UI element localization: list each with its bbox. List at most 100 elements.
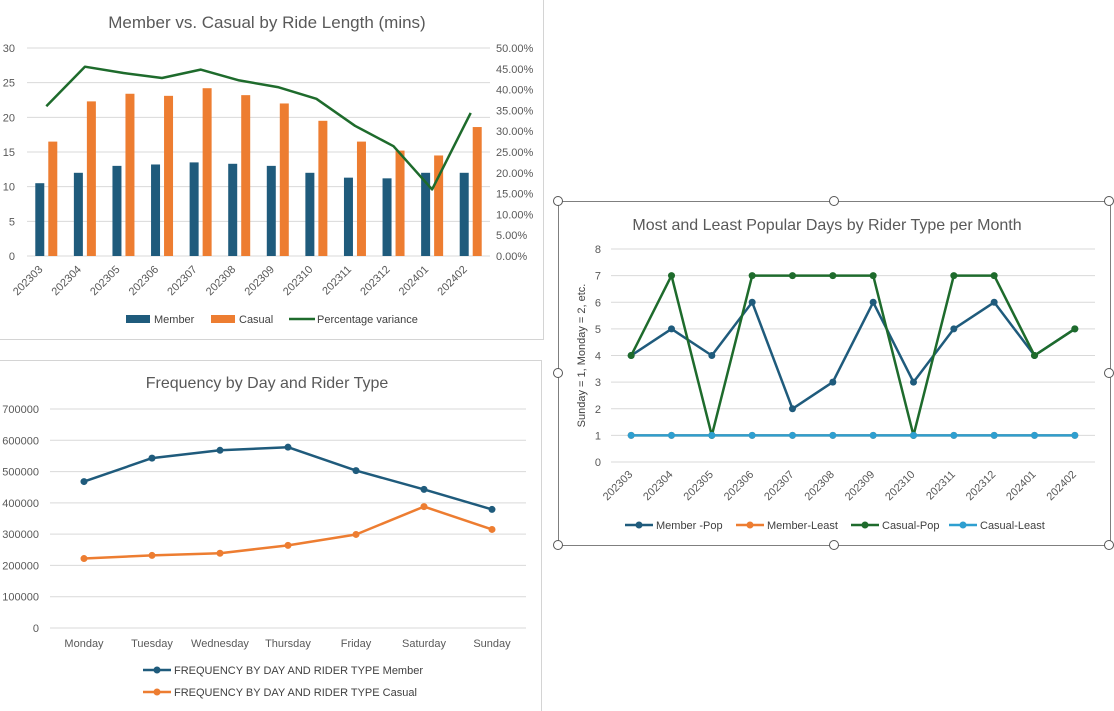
y-right-tick-label: 30.00% [496, 126, 534, 138]
x-tick-label: 202303 [601, 469, 635, 503]
legend-marker-frequency-by-day-and-rider-type-casual [153, 688, 161, 696]
y-right-tick-label: 0.00% [496, 251, 527, 263]
y-tick-label: 8 [595, 244, 601, 256]
point-casual-pop [950, 272, 958, 280]
y-left-tick-label: 15 [3, 147, 15, 159]
point-casual-least [869, 431, 877, 439]
y-tick-label: 3 [595, 377, 601, 389]
bar-member [112, 165, 122, 256]
bar-member [228, 163, 238, 256]
resize-handle-bottom-right[interactable] [1104, 540, 1114, 550]
point-frequency-by-day-and-rider-type-casual [148, 551, 156, 559]
y-right-tick-label: 5.00% [496, 230, 527, 242]
bar-casual [318, 120, 328, 256]
point-casual-pop [668, 272, 675, 280]
resize-handle-top-left[interactable] [553, 196, 563, 206]
bar-casual [472, 127, 482, 256]
legend-marker-casual-least [959, 521, 967, 529]
y-tick-label: 100000 [2, 592, 39, 604]
y-left-tick-label: 20 [3, 112, 15, 124]
y-tick-label: 300000 [2, 529, 39, 541]
point-casual-least [950, 431, 958, 439]
popular-days-chart[interactable]: Most and Least Popular Days by Rider Typ… [558, 201, 1111, 546]
x-tick-label: 202305 [682, 469, 716, 503]
point-casual-least [789, 431, 796, 439]
point-frequency-by-day-and-rider-type-casual [488, 525, 496, 533]
bar-casual [164, 95, 174, 256]
bar-member [151, 164, 161, 256]
y-right-tick-label: 35.00% [496, 105, 534, 117]
resize-handle-middle-left[interactable] [553, 368, 563, 378]
bar-member [266, 165, 276, 256]
bar-member [189, 162, 199, 256]
y-right-tick-label: 45.00% [496, 64, 534, 76]
x-tick-label: 202312 [964, 469, 998, 503]
bar-casual [125, 93, 135, 256]
ride-length-chart[interactable]: Member vs. Casual by Ride Length (mins) 0… [0, 0, 544, 340]
frequency-chart-svg: Frequency by Day and Rider Type 0 100000 20… [2, 375, 526, 699]
line-frequency-by-day-and-rider-type-member [83, 445, 493, 511]
y-right-tick-label: 15.00% [496, 189, 534, 201]
legend-swatch-member [126, 315, 150, 323]
resize-handle-top-right[interactable] [1104, 196, 1114, 206]
point-member-pop [950, 325, 958, 333]
x-tick-label: 202401 [1004, 469, 1038, 503]
point-casual-least [627, 431, 635, 439]
x-tick-label: 202304 [50, 264, 84, 298]
bar-casual [279, 103, 289, 256]
y-tick-label: 6 [595, 297, 601, 309]
point-frequency-by-day-and-rider-type-casual [80, 555, 88, 563]
point-casual-pop [829, 272, 837, 280]
x-tick-label: 202306 [722, 469, 756, 503]
x-tick-label: 202305 [88, 264, 122, 298]
point-frequency-by-day-and-rider-type-member [148, 454, 156, 462]
x-tick-label: Wednesday [191, 638, 249, 650]
chart-title: Frequency by Day and Rider Type [146, 375, 389, 392]
x-tick-label: 202308 [803, 469, 837, 503]
y-tick-label: 2 [595, 404, 601, 416]
legend-marker-member-least [746, 521, 754, 529]
point-casual-least [990, 431, 998, 439]
point-casual-least [748, 431, 756, 439]
x-tick-label: 202310 [281, 264, 315, 298]
point-frequency-by-day-and-rider-type-casual [352, 530, 360, 538]
bar-casual [202, 88, 212, 256]
point-casual-pop [1071, 325, 1079, 333]
legend-label-casual: Casual [239, 314, 273, 326]
x-tick-label: 202308 [204, 264, 238, 298]
line-casual-pop [630, 274, 1076, 437]
legend-marker-member-pop [635, 521, 643, 529]
point-frequency-by-day-and-rider-type-member [420, 485, 428, 493]
point-casual-pop [990, 272, 998, 280]
y-tick-label: 1 [595, 430, 601, 442]
x-tick-label: 202309 [242, 264, 276, 298]
x-tick-label: Friday [341, 638, 372, 650]
point-member-pop [789, 405, 796, 413]
y-right-tick-label: 50.00% [496, 43, 534, 55]
point-frequency-by-day-and-rider-type-member [216, 446, 224, 454]
legend-label-percentage-variance: Percentage variance [317, 314, 418, 326]
x-tick-label: Monday [64, 638, 104, 650]
legend-label-casual-least: Casual-Least [980, 520, 1045, 532]
y-tick-label: 0 [33, 623, 39, 635]
resize-handle-bottom-middle[interactable] [829, 540, 839, 550]
resize-handle-top-middle[interactable] [829, 196, 839, 206]
legend-label-frequency-by-day-and-rider-type-member: FREQUENCY BY DAY AND RIDER TYPE Member [174, 665, 423, 677]
resize-handle-middle-right[interactable] [1104, 368, 1114, 378]
point-frequency-by-day-and-rider-type-member [488, 505, 496, 513]
y-tick-label: 200000 [2, 560, 39, 572]
frequency-chart[interactable]: Frequency by Day and Rider Type 0 100000 20… [0, 360, 542, 711]
x-tick-label: 202312 [358, 264, 392, 298]
y-right-tick-label: 40.00% [496, 85, 534, 97]
chart-title: Member vs. Casual by Ride Length (mins) [108, 13, 425, 32]
chart-title: Most and Least Popular Days by Rider Typ… [632, 217, 1021, 234]
ride-length-chart-svg: Member vs. Casual by Ride Length (mins) 0… [3, 13, 534, 326]
x-tick-label: 202311 [924, 469, 958, 503]
point-casual-least [1031, 431, 1038, 439]
point-member-pop [708, 352, 716, 359]
y-tick-label: 4 [595, 351, 601, 363]
y-tick-label: 700000 [2, 404, 39, 416]
resize-handle-bottom-left[interactable] [553, 540, 563, 550]
x-tick-label: 202401 [397, 264, 431, 298]
x-tick-label: 202303 [11, 264, 45, 298]
